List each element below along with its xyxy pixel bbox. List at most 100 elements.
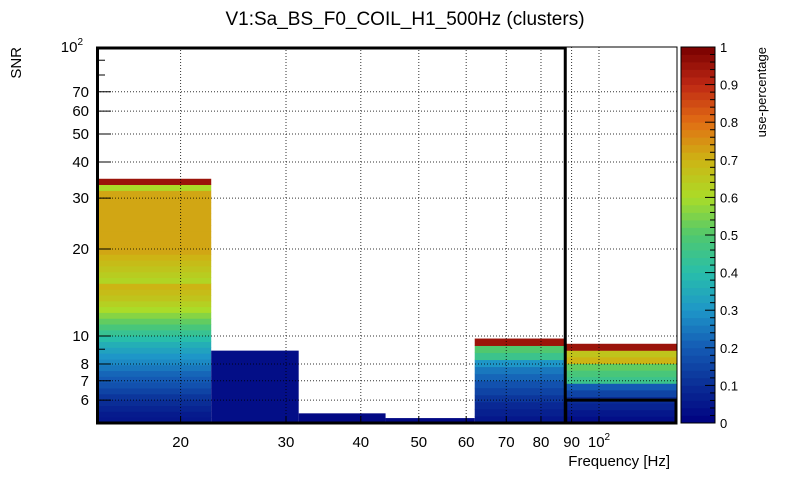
cell-0-10 bbox=[97, 359, 212, 366]
cell-0-40 bbox=[97, 184, 212, 191]
colorbar-segment-27 bbox=[681, 212, 715, 221]
colorbar-segment-49 bbox=[681, 47, 715, 55]
colorbar-segment-10 bbox=[681, 340, 715, 349]
colorbar-tick-label-7: 0.7 bbox=[720, 153, 738, 168]
colorbar-segment-41 bbox=[681, 107, 715, 116]
cell-5-5 bbox=[565, 383, 677, 391]
cell-0-34 bbox=[97, 219, 212, 226]
colorbar-segment-26 bbox=[681, 219, 715, 228]
cell-4-7 bbox=[474, 366, 566, 375]
colorbar-segment-19 bbox=[681, 272, 715, 281]
y-tick-label-6: 40 bbox=[72, 154, 89, 171]
colorbar-segment-18 bbox=[681, 280, 715, 289]
colorbar-segment-40 bbox=[681, 114, 715, 123]
cell-5-7 bbox=[565, 370, 677, 378]
colorbar-tick-label-4: 0.4 bbox=[720, 266, 738, 281]
cell-0-0 bbox=[97, 417, 212, 424]
cell-0-27 bbox=[97, 260, 212, 267]
cell-5-8 bbox=[565, 363, 677, 371]
colorbar-tick-label-1: 0.1 bbox=[720, 378, 738, 393]
cell-5-10 bbox=[565, 350, 677, 358]
x-tick-label-3: 50 bbox=[410, 434, 427, 451]
y-tick-label-10: 102 bbox=[61, 37, 84, 56]
colorbar-segment-38 bbox=[681, 129, 715, 138]
colorbar-segment-29 bbox=[681, 197, 715, 206]
y-tick-label-1: 7 bbox=[81, 373, 89, 390]
colorbar-segment-23 bbox=[681, 242, 715, 251]
y-tick-label-5: 30 bbox=[72, 190, 89, 207]
cell-5-6 bbox=[565, 376, 677, 384]
cell-2-0 bbox=[298, 413, 386, 424]
colorbar-segment-42 bbox=[681, 99, 715, 108]
colorbar-tick-label-10: 1 bbox=[720, 40, 727, 55]
colorbar-segment-37 bbox=[681, 137, 715, 146]
colorbar-segment-48 bbox=[681, 54, 715, 63]
cell-0-32 bbox=[97, 231, 212, 238]
colorbar-segment-22 bbox=[681, 250, 715, 258]
cell-4-5 bbox=[474, 380, 566, 389]
colorbar-tick-label-9: 0.9 bbox=[720, 78, 738, 93]
cell-0-36 bbox=[97, 207, 212, 215]
cell-0-25 bbox=[97, 271, 212, 279]
colorbar-segment-47 bbox=[681, 62, 715, 70]
cell-5-4 bbox=[565, 389, 677, 397]
colorbar-segment-35 bbox=[681, 152, 715, 161]
cell-0-20 bbox=[97, 300, 212, 308]
colorbar-segment-33 bbox=[681, 167, 715, 176]
cell-0-11 bbox=[97, 353, 212, 360]
colorbar-tick-label-8: 0.8 bbox=[720, 115, 738, 130]
colorbar-segment-14 bbox=[681, 310, 715, 319]
colorbar-segment-8 bbox=[681, 355, 715, 364]
colorbar-segment-28 bbox=[681, 204, 715, 213]
colorbar: 0 0.1 0.2 0.3 0.4 0.5 0.6 0.7 0.8 0.9 1 bbox=[680, 40, 738, 431]
y-tick-label-3: 10 bbox=[72, 328, 89, 345]
cell-0-31 bbox=[97, 236, 212, 244]
cell-0-29 bbox=[97, 248, 212, 255]
colorbar-segment-1 bbox=[681, 407, 715, 416]
cell-1-0 bbox=[211, 350, 299, 424]
colorbar-segment-17 bbox=[681, 287, 715, 296]
cell-4-6 bbox=[474, 373, 566, 382]
colorbar-segment-31 bbox=[681, 182, 715, 191]
colorbar-segment-43 bbox=[681, 92, 715, 101]
cell-0-28 bbox=[97, 254, 212, 261]
chart-title: V1:Sa_BS_F0_COIL_H1_500Hz (clusters) bbox=[225, 9, 584, 30]
cell-0-41 bbox=[97, 178, 212, 185]
cell-layer bbox=[97, 178, 677, 424]
cell-0-17 bbox=[97, 318, 212, 325]
x-tick-label-8: 102 bbox=[588, 432, 611, 451]
y-axis-title: SNR bbox=[8, 47, 25, 79]
y-tick-label-0: 6 bbox=[81, 392, 89, 409]
colorbar-tick-label-6: 0.6 bbox=[720, 190, 738, 205]
cell-0-7 bbox=[97, 376, 212, 383]
x-tick-label-2: 40 bbox=[352, 434, 369, 451]
colorbar-segment-12 bbox=[681, 325, 715, 334]
cell-0-4 bbox=[97, 393, 212, 401]
cell-5-9 bbox=[565, 356, 677, 364]
cell-0-35 bbox=[97, 213, 212, 220]
y-tick-label-9: 70 bbox=[72, 84, 89, 101]
colorbar-segment-46 bbox=[681, 69, 715, 78]
colorbar-segment-4 bbox=[681, 385, 715, 394]
cell-0-6 bbox=[97, 382, 212, 389]
cell-4-3 bbox=[474, 394, 566, 403]
colorbar-segment-39 bbox=[681, 122, 715, 131]
cell-0-9 bbox=[97, 364, 212, 372]
cell-0-14 bbox=[97, 335, 212, 342]
x-tick-label-1: 30 bbox=[278, 434, 295, 451]
colorbar-segment-24 bbox=[681, 235, 715, 243]
cell-0-5 bbox=[97, 388, 212, 395]
x-axis-title: Frequency [Hz] bbox=[568, 453, 670, 470]
cell-0-21 bbox=[97, 295, 212, 302]
y-axis: 6 78 10 20 30 40 50 60 70 102 bbox=[61, 37, 111, 424]
colorbar-segment-21 bbox=[681, 257, 715, 266]
cell-0-2 bbox=[97, 405, 212, 412]
cell-4-4 bbox=[474, 387, 566, 396]
colorbar-segment-0 bbox=[681, 415, 715, 424]
cell-0-24 bbox=[97, 277, 212, 284]
colorbar-segment-34 bbox=[681, 159, 715, 168]
y-tick-label-2: 8 bbox=[81, 356, 89, 373]
cell-5-0 bbox=[565, 416, 677, 424]
cell-3-0 bbox=[385, 418, 475, 424]
